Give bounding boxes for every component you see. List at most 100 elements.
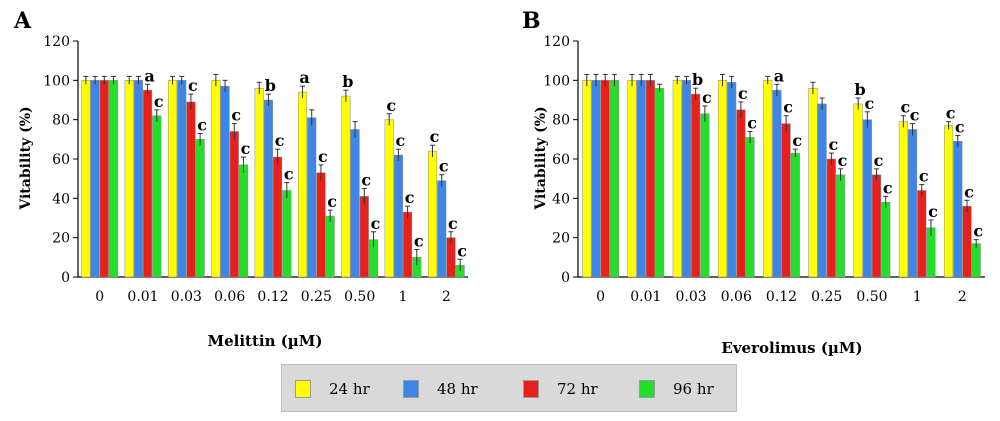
legend-swatch-24hr — [295, 380, 311, 398]
panel-b-bar — [700, 113, 710, 278]
panel-b-bar — [681, 80, 692, 278]
panel-a-bar — [263, 99, 273, 278]
panel-b-significance-label: c — [964, 182, 974, 201]
panel-b-y-tick-label: 100 — [543, 73, 570, 89]
panel-b-bar — [817, 103, 827, 278]
panel-b-x-axis-title: Everolimus (µM) — [721, 339, 862, 357]
panel-b-bar — [655, 87, 665, 278]
panel-a-significance-label: c — [275, 131, 285, 150]
panel-b-y-tick-label: 80 — [552, 113, 570, 129]
panel-b-significance-label: c — [946, 104, 956, 123]
panel-a-significance-label: c — [284, 165, 294, 184]
panel-a-significance-label: c — [386, 96, 396, 115]
panel-b-bar — [853, 103, 863, 278]
panel-b-y-tick-label: 120 — [543, 34, 570, 50]
legend-label-24hr: 24 hr — [329, 380, 370, 398]
panel-b-bar — [600, 80, 610, 278]
panel-a-bar — [211, 80, 221, 278]
panel-b-bar — [582, 80, 592, 278]
panel-a-significance-label: c — [197, 115, 207, 134]
panel-a-bar — [195, 139, 205, 278]
panel-a-bar — [384, 119, 394, 278]
panel-b-significance-label: c — [747, 113, 757, 132]
legend-label-72hr: 72 hr — [557, 380, 598, 398]
panel-a-x-tick-label: 0.03 — [171, 289, 202, 305]
panel-a-bar — [359, 196, 369, 278]
panel-a-bar — [325, 215, 335, 278]
panel-b-y-tick-label: 60 — [552, 152, 570, 168]
panel-b-bar — [871, 174, 882, 278]
legend-swatch-48hr — [403, 380, 419, 398]
panel-b-bar — [636, 80, 646, 278]
panel-b-bar — [627, 80, 637, 278]
panel-a-bar — [152, 115, 162, 278]
panel-a-bar — [403, 211, 413, 278]
panel-a-y-tick-label: 60 — [52, 152, 70, 168]
panel-b-bar — [672, 80, 682, 278]
panel-b-significance-label: c — [792, 131, 802, 150]
panel-a-bar — [282, 190, 292, 278]
panel-b-significance-label: c — [919, 167, 929, 186]
panel-a-bar — [350, 129, 360, 278]
panel-b-significance-label: c — [783, 98, 793, 117]
panel-b-significance-label: c — [874, 151, 884, 170]
panel-a-y-tick-label: 20 — [52, 231, 70, 247]
panel-a-significance-label: c — [371, 214, 381, 233]
panel-a-significance-label: c — [231, 106, 241, 125]
panel-a-significance-label: c — [448, 214, 458, 233]
panel-b-y-axis-title: Vitability (%) — [533, 106, 549, 210]
panel-a-significance-label: a — [299, 68, 309, 87]
panel-a-bar — [254, 87, 264, 278]
panel-a-significance-label: c — [414, 231, 424, 250]
panel-a-bar — [341, 95, 351, 278]
panel-b-bar — [727, 82, 737, 278]
panel-a-y-tick-label: 80 — [52, 113, 70, 129]
panel-b-bar — [736, 109, 746, 278]
panel-b-bar — [862, 119, 872, 278]
panel-b-bar — [962, 205, 972, 278]
panel-b-bar — [881, 202, 891, 278]
panel-b-y-tick-label: 20 — [552, 231, 570, 247]
panel-a-chart: A Vitability (%) Melittin (µM) 020406080… — [13, 8, 468, 350]
legend-swatch-96hr — [639, 380, 655, 398]
panel-a-y-tick-label: 0 — [61, 270, 70, 286]
panel-a-significance-label: a — [144, 66, 154, 85]
panel-b-significance-label: c — [838, 151, 848, 170]
panel-b-chart: B Vitability (%) Everolimus (µM) 0204060… — [522, 8, 985, 357]
panel-b-significance-label: a — [774, 66, 784, 85]
panel-a-bar — [297, 91, 308, 278]
panel-a-bar — [186, 101, 196, 278]
panel-b-bar — [953, 141, 963, 278]
panel-b-bar — [898, 121, 908, 278]
panel-b-bar — [835, 174, 846, 278]
panel-a-bar — [99, 80, 109, 278]
panel-b-significance-label: c — [864, 94, 874, 113]
panel-a-significance-label: c — [405, 188, 415, 207]
panel-a-bar — [437, 180, 447, 278]
panel-a-significance-label: c — [327, 192, 337, 211]
panel-a-significance-label: c — [396, 131, 406, 150]
panel-a-significance-label: c — [318, 147, 328, 166]
panel-a-x-tick-label: 0.01 — [127, 289, 158, 305]
panel-b-significance-label: b — [855, 80, 866, 99]
panel-a-x-tick-label: 0.06 — [214, 289, 245, 305]
panel-a-bar — [133, 80, 143, 278]
panel-a-significance-label: c — [154, 92, 164, 111]
panel-b-significance-label: c — [910, 106, 920, 125]
panel-a-x-tick-label: 0.50 — [344, 289, 375, 305]
panel-b-x-tick-label: 0.03 — [675, 289, 706, 305]
panel-b-bar — [745, 137, 755, 278]
panel-b-significance-label: c — [973, 222, 983, 241]
panel-b-bar — [908, 129, 918, 278]
panel-b-significance-label: c — [828, 135, 838, 154]
panel-b-bar — [944, 125, 954, 278]
panel-b-significance-label: c — [900, 98, 910, 117]
panel-b-bar — [971, 243, 981, 278]
panel-a-significance-label: c — [188, 76, 198, 95]
panel-b-x-tick-label: 0.12 — [766, 289, 797, 305]
panel-a-bar — [220, 85, 230, 278]
panel-b-bar — [790, 152, 800, 278]
panel-a-bar — [177, 80, 187, 278]
panel-b-significance-label: c — [883, 178, 893, 197]
panel-b-x-tick-label: 0.06 — [721, 289, 752, 305]
